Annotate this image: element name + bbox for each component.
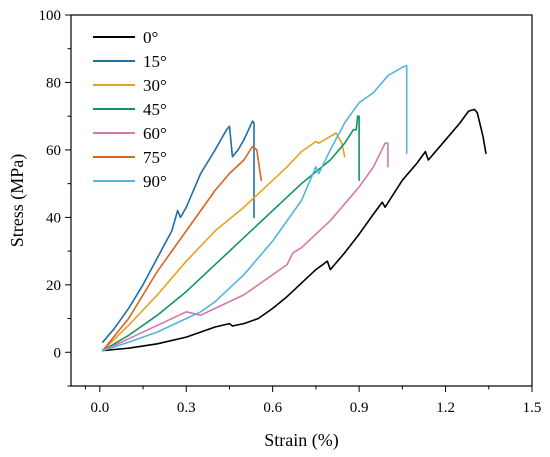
- legend-label-5: 75°: [143, 148, 167, 167]
- series-line-5: [101, 145, 262, 352]
- series-line-4: [101, 142, 389, 352]
- x-tick-label: 1.2: [436, 400, 455, 416]
- x-tick-label: 0.6: [263, 400, 282, 416]
- y-tick-label: 0: [54, 345, 62, 361]
- legend-label-3: 45°: [143, 100, 167, 119]
- legend-label-4: 60°: [143, 124, 167, 143]
- legend-label-0: 0°: [143, 28, 158, 47]
- series-line-2: [101, 132, 346, 352]
- series-line-6: [101, 64, 408, 352]
- series-line-0: [101, 108, 487, 352]
- legend-label-2: 30°: [143, 76, 167, 95]
- legend-label-1: 15°: [143, 52, 167, 71]
- y-tick-label: 60: [46, 143, 61, 159]
- series-line-1: [101, 120, 255, 343]
- axes: 0.0 0.3 0.6 0.9 1.2 1.5 0 20 40 60 80 100: [39, 8, 542, 416]
- legend: 0° 15° 30° 45° 60° 75° 90°: [93, 28, 167, 191]
- x-tick-label: 0.0: [90, 400, 109, 416]
- plot-area: [101, 64, 487, 352]
- y-tick-label: 80: [46, 75, 61, 91]
- x-tick-label: 1.5: [523, 400, 542, 416]
- y-tick-label: 100: [39, 8, 62, 24]
- x-tick-label: 0.3: [177, 400, 196, 416]
- series-line-3: [101, 115, 360, 352]
- y-axis-title: Stress (MPa): [7, 154, 28, 248]
- plot-frame: [70, 14, 533, 387]
- y-tick-label: 20: [46, 278, 61, 294]
- x-axis-title: Strain (%): [264, 430, 338, 451]
- y-tick-label: 40: [46, 210, 61, 226]
- x-tick-label: 0.9: [350, 400, 369, 416]
- legend-label-6: 90°: [143, 172, 167, 191]
